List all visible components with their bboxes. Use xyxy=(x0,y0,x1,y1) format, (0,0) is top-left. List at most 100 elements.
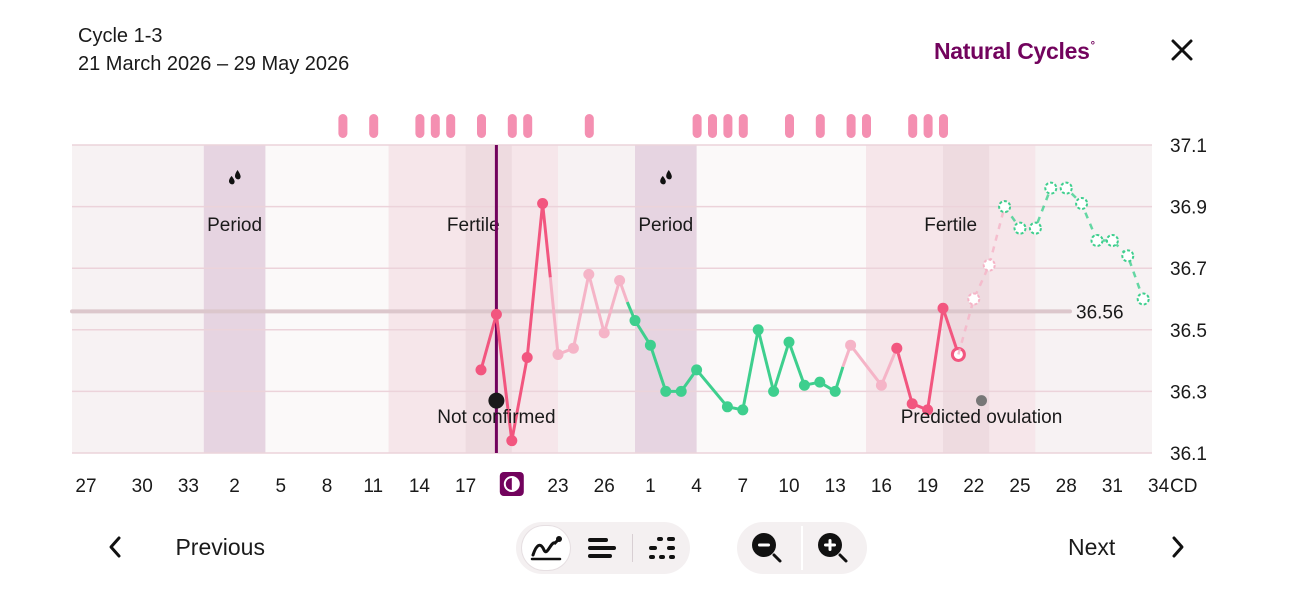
not-confirmed-label: Not confirmed xyxy=(437,407,555,428)
temperature-point[interactable] xyxy=(875,379,887,391)
cycle-date-range: 21 March 2026 – 29 May 2026 xyxy=(78,53,350,75)
x-tick-label: 11 xyxy=(363,476,383,497)
temperature-point[interactable] xyxy=(906,398,918,410)
temperature-point[interactable] xyxy=(506,435,518,447)
list-view-icon xyxy=(588,538,616,558)
predicted-temperature-point xyxy=(982,258,996,272)
x-tick-label: 22 xyxy=(963,476,984,497)
drop-icon xyxy=(660,170,672,185)
temperature-point[interactable] xyxy=(768,385,780,397)
cover-line-label: 36.56 xyxy=(1076,302,1124,323)
intercourse-marker[interactable] xyxy=(846,114,856,138)
ovulation-marker-not-confirmed[interactable] xyxy=(488,392,505,409)
x-tick-label: 8 xyxy=(322,476,333,497)
temperature-point[interactable] xyxy=(521,352,533,364)
intercourse-marker[interactable] xyxy=(415,114,425,138)
x-tick-label: 23 xyxy=(547,476,568,497)
y-tick-label: 36.9 xyxy=(1170,198,1207,219)
temperature-point[interactable] xyxy=(675,385,687,397)
temperature-point[interactable] xyxy=(752,324,764,336)
temperature-point[interactable] xyxy=(552,348,564,360)
temperature-point[interactable] xyxy=(583,268,595,280)
temperature-point[interactable] xyxy=(629,315,641,327)
period-band xyxy=(635,145,697,453)
period-band xyxy=(203,145,266,453)
temperature-point[interactable] xyxy=(598,327,610,339)
x-tick-label: 14 xyxy=(409,476,431,497)
close-button[interactable] xyxy=(1166,34,1198,66)
temperature-line-fertile xyxy=(479,202,552,443)
x-tick-label: 2 xyxy=(229,476,240,497)
intercourse-marker[interactable] xyxy=(862,114,871,138)
period-label: Period xyxy=(638,215,693,236)
temperature-point[interactable] xyxy=(567,342,579,354)
intercourse-marker[interactable] xyxy=(939,114,948,138)
temperature-point[interactable] xyxy=(845,339,857,351)
predicted-temperature-line xyxy=(1003,186,1145,300)
temperature-point[interactable] xyxy=(737,404,749,416)
predicted-temperature-point xyxy=(998,200,1012,214)
intercourse-marker[interactable] xyxy=(923,114,933,138)
intercourse-marker[interactable] xyxy=(507,114,517,138)
intercourse-marker[interactable] xyxy=(738,114,748,138)
intercourse-marker[interactable] xyxy=(708,114,717,138)
temperature-point[interactable] xyxy=(891,342,903,354)
intercourse-marker[interactable] xyxy=(369,114,379,138)
drop-icon xyxy=(229,170,241,185)
intercourse-marker[interactable] xyxy=(430,114,440,138)
temperature-point[interactable] xyxy=(614,275,626,287)
temperature-point[interactable] xyxy=(798,379,810,391)
y-tick-label: 36.3 xyxy=(1170,382,1207,403)
temperature-point[interactable] xyxy=(475,364,487,376)
x-tick-label: 10 xyxy=(778,476,799,497)
predicted-temperature-point xyxy=(1105,233,1119,247)
fertile-label: Fertile xyxy=(447,215,500,236)
chevron-left-icon xyxy=(109,536,121,558)
x-tick-label: 31 xyxy=(1102,476,1123,497)
predicted-temperature-point xyxy=(1059,181,1073,195)
x-tick-label: 4 xyxy=(691,476,702,497)
intercourse-marker[interactable] xyxy=(523,114,533,138)
ovulation-marker-predicted[interactable] xyxy=(976,395,987,407)
intercourse-marker[interactable] xyxy=(723,114,733,138)
x-tick-label: 25 xyxy=(1009,476,1030,497)
temperature-point[interactable] xyxy=(490,308,502,320)
temperature-point[interactable] xyxy=(922,404,934,416)
predicted-temperature-point xyxy=(1028,221,1042,235)
temperature-point[interactable] xyxy=(937,302,949,314)
x-tick-label: 33 xyxy=(178,476,199,497)
dots-view-button[interactable] xyxy=(638,526,686,570)
next-label: Next xyxy=(1068,534,1116,560)
temperature-point[interactable] xyxy=(691,364,703,376)
zoom-in-button[interactable] xyxy=(809,526,857,570)
intercourse-marker[interactable] xyxy=(584,114,594,138)
previous-button[interactable]: Previous xyxy=(103,528,265,566)
next-button[interactable]: Next xyxy=(1068,528,1190,566)
list-view-button[interactable] xyxy=(578,526,626,570)
intercourse-marker[interactable] xyxy=(338,114,348,138)
intercourse-marker[interactable] xyxy=(908,114,918,138)
temperature-point[interactable] xyxy=(537,198,549,210)
predicted-temperature-point xyxy=(1121,249,1135,263)
intercourse-marker[interactable] xyxy=(477,114,486,138)
temperature-point[interactable] xyxy=(829,385,841,397)
zoom-out-button[interactable] xyxy=(743,526,791,570)
temperature-point[interactable] xyxy=(814,376,826,388)
graph-view-button[interactable] xyxy=(522,526,570,570)
predicted-temperature-point xyxy=(967,292,981,306)
temperature-point[interactable] xyxy=(721,401,733,413)
intercourse-marker[interactable] xyxy=(692,114,702,138)
intercourse-marker[interactable] xyxy=(785,114,794,138)
temperature-point[interactable] xyxy=(660,385,672,397)
fertile-label: Fertile xyxy=(924,215,977,236)
intercourse-marker[interactable] xyxy=(446,114,456,138)
temperature-point[interactable] xyxy=(644,339,656,351)
intercourse-marker[interactable] xyxy=(815,114,825,138)
latest-temperature-point[interactable] xyxy=(950,346,966,362)
graph-view-icon xyxy=(530,536,562,561)
predicted-temperature-point xyxy=(1090,233,1104,247)
temperature-chart[interactable]: 37.1 36.9 36.7 36.5 36.3 36.1 36.56 Period Ferti… xyxy=(0,100,1298,510)
zoom-out-icon xyxy=(752,533,782,563)
today-marker-icon xyxy=(511,477,519,491)
temperature-point[interactable] xyxy=(783,336,795,348)
